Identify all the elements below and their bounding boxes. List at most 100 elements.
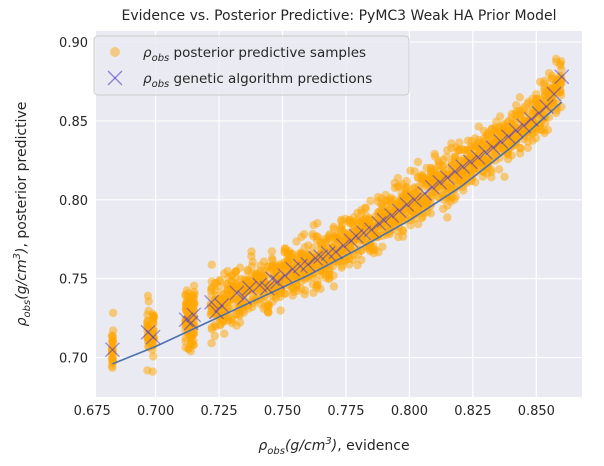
sample-point bbox=[190, 298, 199, 308]
sample-point bbox=[361, 204, 371, 213]
ga-prediction-marker bbox=[407, 192, 422, 208]
sample-point bbox=[366, 196, 375, 206]
sample-point bbox=[280, 289, 289, 298]
ga-prediction-marker bbox=[186, 307, 202, 323]
sample-point bbox=[148, 367, 157, 376]
legend-label-samples: ρobs posterior predictive samples bbox=[143, 45, 366, 64]
ga-prediction-marker bbox=[237, 290, 252, 306]
ga-prediction-marker bbox=[508, 122, 524, 138]
ga-prediction-marker bbox=[523, 111, 539, 127]
sample-point bbox=[313, 219, 322, 228]
sample-point bbox=[316, 284, 325, 294]
y-axis-label: ρobs(g/cm3), posterior predictive bbox=[12, 102, 33, 327]
sample-point bbox=[369, 242, 378, 251]
sample-point bbox=[443, 213, 452, 222]
ga-prediction-marker bbox=[539, 99, 554, 115]
sample-point bbox=[523, 143, 532, 153]
ga-prediction-marker bbox=[417, 186, 433, 201]
ga-prediction-marker bbox=[485, 140, 501, 156]
y-tick-labels: 0.70 0.75 0.80 0.85 0.90 bbox=[59, 36, 88, 367]
sample-point bbox=[531, 133, 541, 143]
sample-point bbox=[557, 65, 566, 74]
sample-point bbox=[357, 255, 366, 265]
sample-point bbox=[267, 247, 277, 256]
sample-point bbox=[329, 271, 338, 280]
sample-point bbox=[220, 329, 229, 338]
sample-point bbox=[149, 352, 158, 361]
x-tick-label: 0.850 bbox=[518, 404, 555, 419]
ga-prediction-marker bbox=[440, 170, 455, 186]
ga-prediction-marker bbox=[335, 238, 351, 254]
ga-prediction-marker bbox=[300, 257, 316, 272]
ga-prediction-marker bbox=[371, 216, 387, 231]
ga-prediction-marker bbox=[384, 208, 400, 224]
sample-point bbox=[398, 226, 408, 236]
ga-predictions-layer bbox=[105, 69, 570, 358]
ga-prediction-marker bbox=[209, 304, 225, 320]
ga-prediction-marker bbox=[424, 179, 440, 195]
sample-point bbox=[402, 183, 411, 192]
ga-prediction-marker bbox=[214, 298, 230, 313]
y-tick-label: 0.85 bbox=[59, 115, 88, 130]
ga-prediction-marker bbox=[531, 105, 547, 121]
ga-prediction-marker bbox=[242, 280, 258, 296]
sample-point bbox=[108, 308, 118, 318]
sample-point bbox=[189, 281, 199, 290]
sample-point bbox=[486, 165, 496, 174]
ga-prediction-marker bbox=[105, 342, 120, 358]
ga-prediction-marker bbox=[285, 261, 301, 277]
ga-prediction-marker bbox=[470, 149, 486, 165]
x-tick-label: 0.825 bbox=[454, 404, 491, 419]
ga-prediction-marker bbox=[447, 163, 463, 179]
ga-prediction-marker bbox=[277, 268, 293, 283]
sample-point bbox=[235, 318, 245, 327]
trend-line bbox=[112, 101, 563, 365]
ga-prediction-marker bbox=[500, 129, 516, 145]
sample-point bbox=[276, 306, 285, 315]
sample-point bbox=[107, 331, 117, 340]
sample-point bbox=[300, 290, 309, 299]
x-tick-labels: 0.675 0.700 0.725 0.750 0.775 0.800 0.825 0.850 bbox=[74, 404, 555, 419]
legend-label-ga: ρobs genetic algorithm predictions bbox=[143, 71, 372, 90]
ga-prediction-marker bbox=[363, 222, 379, 238]
y-tick-label: 0.90 bbox=[59, 36, 88, 51]
ga-prediction-marker bbox=[308, 250, 323, 266]
ga-prediction-marker bbox=[516, 118, 532, 134]
legend-marker-samples bbox=[110, 47, 120, 57]
sample-point bbox=[190, 287, 199, 297]
ga-prediction-marker bbox=[455, 159, 471, 175]
sample-point bbox=[215, 275, 225, 285]
ga-prediction-marker bbox=[493, 133, 509, 149]
sample-point bbox=[264, 307, 273, 317]
ga-prediction-marker bbox=[391, 203, 407, 219]
ga-prediction-marker bbox=[269, 274, 285, 290]
sample-point bbox=[515, 93, 524, 102]
x-tick-label: 0.775 bbox=[327, 404, 364, 419]
sample-point bbox=[312, 232, 322, 241]
chart-title: Evidence vs. Posterior Predictive: PyMC3… bbox=[121, 8, 556, 24]
sample-point bbox=[329, 222, 338, 232]
sample-point bbox=[149, 314, 158, 323]
sample-point bbox=[543, 125, 553, 134]
sample-point bbox=[471, 178, 480, 187]
ga-prediction-marker bbox=[554, 69, 570, 85]
sample-point bbox=[555, 81, 565, 90]
sample-point bbox=[414, 219, 423, 229]
ga-prediction-marker bbox=[478, 145, 494, 160]
sample-point bbox=[507, 151, 516, 160]
ga-prediction-marker bbox=[252, 277, 268, 293]
legend-marker-ga bbox=[107, 70, 123, 86]
ga-prediction-marker bbox=[399, 197, 415, 212]
sample-point bbox=[189, 340, 198, 349]
ga-prediction-marker bbox=[183, 315, 199, 331]
sample-point bbox=[495, 165, 504, 174]
sample-point bbox=[247, 252, 256, 261]
sample-point bbox=[426, 209, 435, 218]
sample-point bbox=[309, 243, 318, 252]
sample-point bbox=[516, 144, 525, 153]
sample-point bbox=[413, 157, 423, 167]
ga-prediction-marker bbox=[432, 174, 448, 190]
sample-point bbox=[267, 254, 277, 263]
ga-prediction-marker bbox=[348, 228, 364, 244]
